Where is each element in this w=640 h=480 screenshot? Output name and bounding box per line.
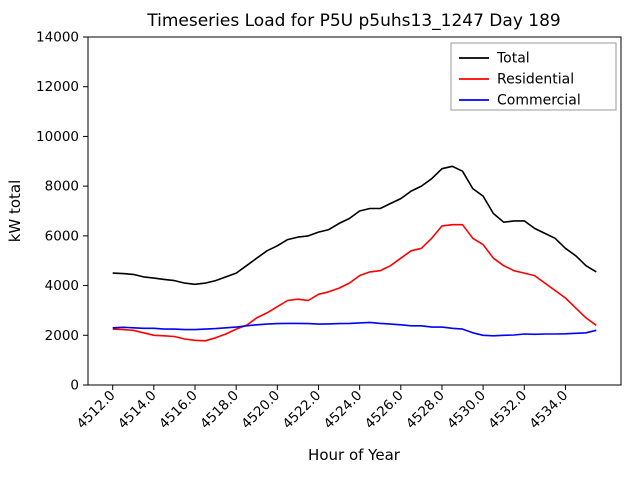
- x-tick-label: 4530.0: [444, 388, 489, 433]
- x-tick-label: 4532.0: [485, 388, 530, 433]
- x-tick-label: 4514.0: [115, 388, 160, 433]
- y-tick-label: 12000: [36, 79, 79, 95]
- x-tick-label: 4516.0: [156, 388, 201, 433]
- x-tick-label: 4528.0: [403, 388, 448, 433]
- plot-border: [87, 36, 622, 386]
- x-tick-label: 4526.0: [362, 388, 407, 433]
- x-tick-label: 4512.0: [74, 388, 119, 433]
- y-tick-label: 2000: [45, 328, 79, 344]
- legend-entry-label-commercial: Commercial: [497, 93, 581, 109]
- y-tick-label: 6000: [45, 228, 79, 244]
- legend-box: [450, 42, 617, 111]
- x-tick-label: 4518.0: [197, 388, 242, 433]
- x-tick-label: 4534.0: [527, 388, 572, 433]
- y-axis-label: kW total: [6, 180, 24, 243]
- x-axis-label: Hour of Year: [308, 446, 401, 464]
- legend-entry-label-total: Total: [496, 51, 530, 67]
- chart-title: Timeseries Load for P5U p5uhs13_1247 Day…: [146, 11, 560, 31]
- y-tick-label: 8000: [45, 179, 79, 195]
- legend-entry-label-residential: Residential: [497, 72, 574, 88]
- y-tick-label: 10000: [36, 129, 79, 145]
- series-line-total: [112, 165, 597, 286]
- x-tick-label: 4524.0: [321, 388, 366, 433]
- series-line-commercial: [112, 321, 597, 337]
- y-tick-label: 4000: [45, 278, 79, 294]
- x-tick-label: 4522.0: [280, 388, 325, 433]
- y-tick-label: 14000: [36, 30, 79, 46]
- y-tick-label: 0: [70, 378, 79, 394]
- series-line-residential: [112, 223, 597, 342]
- x-tick-label: 4520.0: [238, 388, 283, 433]
